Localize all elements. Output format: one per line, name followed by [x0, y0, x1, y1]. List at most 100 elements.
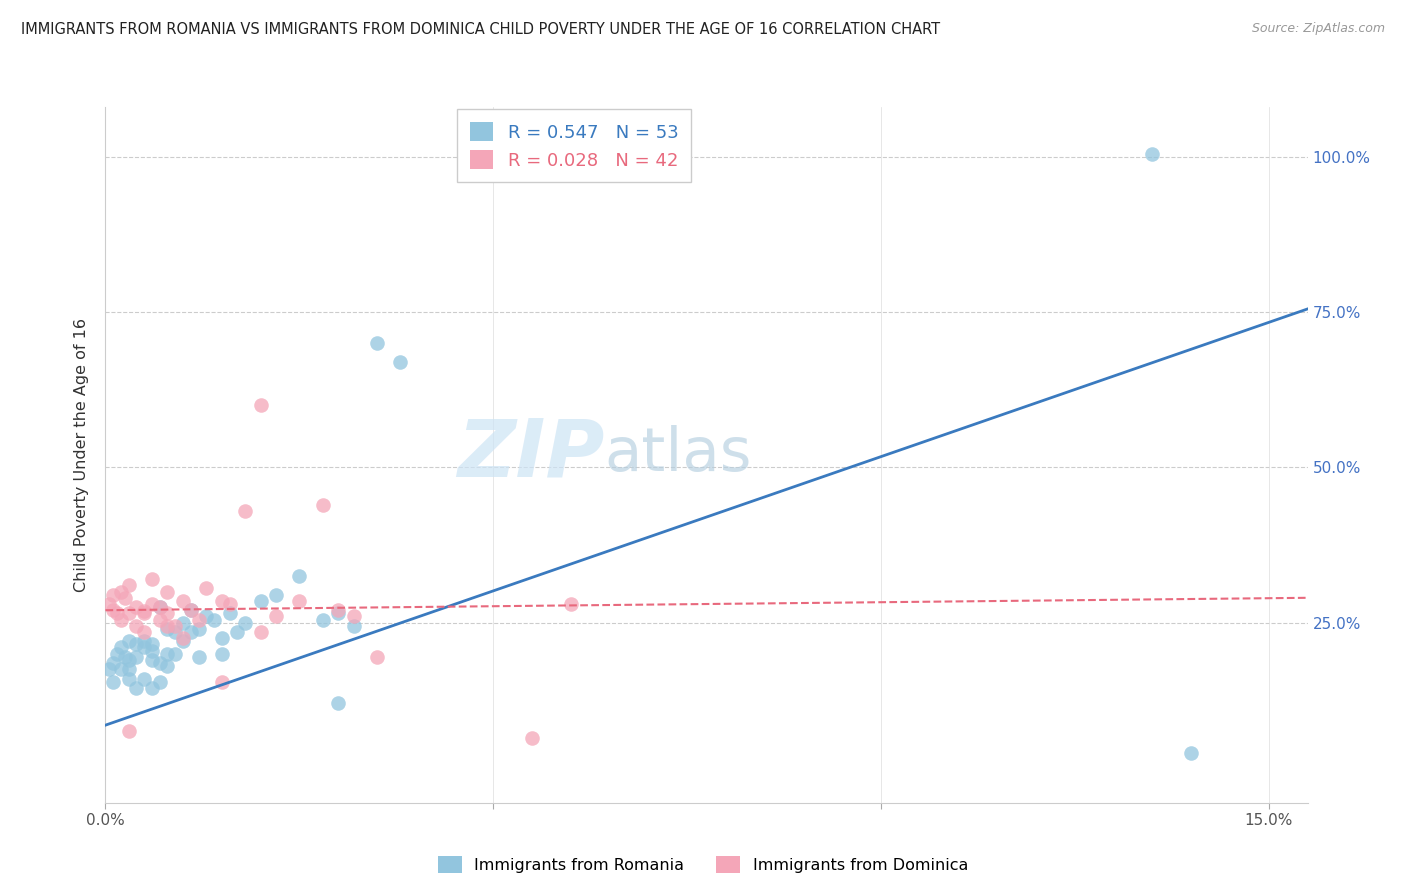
Point — [288, 569, 311, 583]
Point — [125, 600, 148, 615]
Point — [180, 624, 202, 639]
Point — [156, 584, 179, 599]
Point — [195, 609, 218, 624]
Point — [141, 597, 163, 611]
Point — [114, 649, 136, 664]
Point — [125, 681, 148, 695]
Point — [156, 622, 179, 636]
Point — [172, 615, 194, 630]
Point — [149, 600, 172, 615]
Point — [233, 504, 256, 518]
Point — [560, 597, 582, 611]
Point — [149, 613, 172, 627]
Point — [103, 656, 125, 670]
Point — [118, 634, 141, 648]
Point — [149, 600, 172, 615]
Point — [343, 609, 366, 624]
Point — [520, 731, 543, 745]
Point — [103, 603, 125, 617]
Point — [165, 647, 187, 661]
Point — [134, 605, 156, 619]
Point — [110, 613, 132, 627]
Point — [118, 578, 141, 592]
Point — [249, 398, 271, 412]
Point — [202, 613, 225, 627]
Point — [156, 647, 179, 661]
Point — [233, 615, 256, 630]
Point — [149, 674, 172, 689]
Point — [195, 582, 218, 596]
Point — [187, 649, 209, 664]
Y-axis label: Child Poverty Under the Age of 16: Child Poverty Under the Age of 16 — [75, 318, 90, 592]
Point — [118, 724, 141, 739]
Point — [110, 662, 132, 676]
Point — [141, 643, 163, 657]
Point — [118, 662, 141, 676]
Point — [311, 498, 333, 512]
Point — [180, 603, 202, 617]
Point — [211, 674, 233, 689]
Point — [98, 662, 121, 676]
Point — [211, 631, 233, 645]
Point — [125, 637, 148, 651]
Text: atlas: atlas — [605, 425, 752, 484]
Point — [187, 613, 209, 627]
Point — [165, 619, 187, 633]
Point — [180, 603, 202, 617]
Point — [141, 637, 163, 651]
Point — [103, 674, 125, 689]
Point — [343, 619, 366, 633]
Point — [110, 584, 132, 599]
Point — [187, 622, 209, 636]
Point — [264, 609, 287, 624]
Point — [110, 640, 132, 655]
Point — [149, 656, 172, 670]
Point — [103, 588, 125, 602]
Legend: Immigrants from Romania, Immigrants from Dominica: Immigrants from Romania, Immigrants from… — [432, 849, 974, 880]
Point — [326, 697, 349, 711]
Point — [172, 594, 194, 608]
Point — [211, 647, 233, 661]
Point — [156, 619, 179, 633]
Point — [218, 597, 240, 611]
Point — [134, 640, 156, 655]
Point — [326, 607, 349, 621]
Point — [141, 681, 163, 695]
Point — [165, 624, 187, 639]
Point — [156, 607, 179, 621]
Point — [134, 634, 156, 648]
Point — [311, 613, 333, 627]
Point — [118, 607, 141, 621]
Point — [218, 607, 240, 621]
Point — [118, 653, 141, 667]
Point — [125, 619, 148, 633]
Point — [156, 659, 179, 673]
Point — [326, 603, 349, 617]
Point — [249, 624, 271, 639]
Point — [226, 624, 249, 639]
Point — [1180, 746, 1202, 760]
Point — [105, 607, 128, 621]
Point — [172, 631, 194, 645]
Point — [134, 672, 156, 686]
Point — [134, 607, 156, 621]
Point — [105, 647, 128, 661]
Point — [98, 597, 121, 611]
Point — [1142, 146, 1164, 161]
Point — [288, 594, 311, 608]
Point — [389, 355, 412, 369]
Point — [172, 634, 194, 648]
Point — [366, 336, 388, 351]
Text: Source: ZipAtlas.com: Source: ZipAtlas.com — [1251, 22, 1385, 36]
Point — [366, 649, 388, 664]
Point — [114, 591, 136, 605]
Legend: R = 0.547   N = 53, R = 0.028   N = 42: R = 0.547 N = 53, R = 0.028 N = 42 — [457, 109, 690, 182]
Text: ZIP: ZIP — [457, 416, 605, 494]
Point — [134, 624, 156, 639]
Point — [264, 588, 287, 602]
Point — [125, 649, 148, 664]
Point — [141, 572, 163, 586]
Text: IMMIGRANTS FROM ROMANIA VS IMMIGRANTS FROM DOMINICA CHILD POVERTY UNDER THE AGE : IMMIGRANTS FROM ROMANIA VS IMMIGRANTS FR… — [21, 22, 941, 37]
Point — [118, 672, 141, 686]
Point — [249, 594, 271, 608]
